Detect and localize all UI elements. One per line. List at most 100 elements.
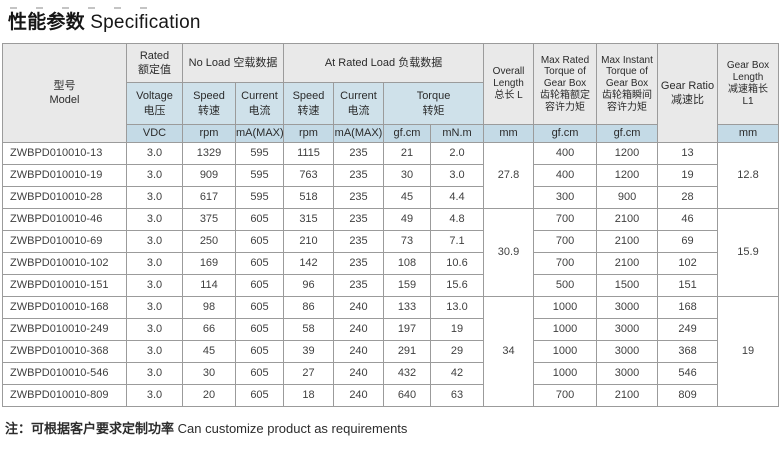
cell-torque-gfcm: 49: [383, 208, 431, 231]
page-title-en: Specification: [90, 12, 201, 33]
cell-rated-current: 235: [333, 230, 384, 253]
cell-gearbox-max-instant-torque: 2100: [596, 252, 659, 275]
cell-noload-current: 605: [235, 296, 284, 319]
cell-voltage: 3.0: [126, 362, 183, 385]
table-row: ZWBPD010010-46 3.0 375 605 315 235 49 4.8 30.9 70…: [2, 208, 780, 297]
cell-gear-ratio: 809: [657, 384, 719, 407]
cell-torque-gfcm: 30: [383, 164, 431, 187]
col-header-model: 型号 Model: [2, 43, 127, 143]
scan-crop-artifact: [10, 7, 150, 9]
cell-gearbox-max-rated-torque: 1000: [533, 318, 598, 341]
cell-gear-ratio: 151: [657, 274, 719, 297]
cell-noload-speed: 169: [182, 252, 236, 275]
cell-overall-length: 34: [483, 296, 535, 407]
cell-model: ZWBPD010010-151: [2, 274, 127, 297]
cell-gearbox-max-instant-torque: 3000: [596, 362, 659, 385]
col-header-max-instant-torque: Max Instant Torque of Gear Box 齿轮箱瞬间 容许力…: [596, 43, 659, 125]
cell-rated-current: 240: [333, 318, 384, 341]
cell-torque-mnm: 13.0: [429, 296, 485, 319]
col-header-voltage: Voltage 电压: [126, 82, 183, 125]
cell-noload-current: 595: [235, 142, 284, 165]
cell-gearbox-length: 19: [717, 296, 780, 407]
col-header-rated: Rated 额定值: [126, 43, 183, 83]
cell-rated-speed: 518: [283, 186, 334, 209]
cell-noload-speed: 66: [182, 318, 236, 341]
unit-torque-gfcm: gf.cm: [383, 124, 431, 143]
cell-voltage: 3.0: [126, 296, 183, 319]
cell-gearbox-max-instant-torque: 2100: [596, 208, 659, 231]
unit-overall-mm: mm: [483, 124, 535, 143]
cell-gear-ratio: 69: [657, 230, 719, 253]
cell-torque-mnm: 2.0: [429, 142, 485, 165]
unit-maxrated-gfcm: gf.cm: [533, 124, 598, 143]
cell-voltage: 3.0: [126, 252, 183, 275]
cell-torque-mnm: 4.4: [429, 186, 485, 209]
cell-torque-mnm: 4.8: [429, 208, 485, 231]
cell-model: ZWBPD010010-546: [2, 362, 127, 385]
cell-noload-speed: 375: [182, 208, 236, 231]
cell-voltage: 3.0: [126, 340, 183, 363]
cell-noload-current: 605: [235, 208, 284, 231]
cell-voltage: 3.0: [126, 274, 183, 297]
header-row-groups: 型号 Model Rated 额定值 No Load 空载数据 At Rated…: [2, 43, 780, 143]
cell-noload-current: 605: [235, 274, 284, 297]
cell-noload-speed: 1329: [182, 142, 236, 165]
cell-overall-length: 30.9: [483, 208, 535, 297]
cell-model: ZWBPD010010-19: [2, 164, 127, 187]
cell-torque-gfcm: 108: [383, 252, 431, 275]
unit-torque-mnm: mN.m: [429, 124, 485, 143]
cell-gearbox-max-rated-torque: 700: [533, 252, 598, 275]
col-header-torque: Torque 转矩: [382, 82, 485, 125]
cell-noload-speed: 909: [182, 164, 236, 187]
cell-noload-speed: 20: [182, 384, 236, 407]
cell-torque-mnm: 7.1: [429, 230, 485, 253]
cell-torque-gfcm: 291: [383, 340, 431, 363]
cell-model: ZWBPD010010-28: [2, 186, 127, 209]
table-row: ZWBPD010010-69 3.0 250 605 210 235 73 7.1 700 210…: [2, 230, 779, 253]
cell-gearbox-max-instant-torque: 2100: [596, 230, 659, 253]
table-row: ZWBPD010010-151 3.0 114 605 96 235 159 15.6 500 1…: [2, 274, 779, 297]
cell-gearbox-max-rated-torque: 700: [533, 208, 598, 231]
cell-torque-mnm: 3.0: [429, 164, 485, 187]
cell-gear-ratio: 168: [657, 296, 719, 319]
cell-gearbox-max-instant-torque: 3000: [596, 340, 659, 363]
cell-model: ZWBPD010010-13: [2, 142, 127, 165]
cell-torque-mnm: 63: [429, 384, 485, 407]
footnote-en: Can customize product as requirements: [177, 421, 408, 436]
cell-gearbox-max-rated-torque: 700: [533, 384, 598, 407]
table-row: ZWBPD010010-13 3.0 1329 595 1115 235 21 2.0 27.8…: [2, 142, 780, 209]
cell-torque-gfcm: 640: [383, 384, 431, 407]
cell-rated-current: 235: [333, 208, 384, 231]
cell-torque-gfcm: 73: [383, 230, 431, 253]
cell-noload-current: 605: [235, 318, 284, 341]
cell-gearbox-max-rated-torque: 1000: [533, 340, 598, 363]
cell-voltage: 3.0: [126, 384, 183, 407]
cell-rated-current: 240: [333, 384, 384, 407]
col-header-rated-speed: Speed 转速: [283, 82, 334, 125]
cell-rated-speed: 210: [283, 230, 334, 253]
footnote: 注：可根据客户要求定制功率 Can customize product as r…: [5, 418, 780, 437]
cell-gear-ratio: 546: [657, 362, 719, 385]
cell-torque-mnm: 10.6: [429, 252, 485, 275]
unit-gearbox-mm: mm: [717, 124, 780, 143]
cell-torque-mnm: 29: [429, 340, 485, 363]
cell-gearbox-max-rated-torque: 1000: [533, 362, 598, 385]
table-row: ZWBPD010010-546 3.0 30 605 27 240 432 42 1000 300…: [2, 362, 779, 385]
cell-torque-gfcm: 133: [383, 296, 431, 319]
cell-model: ZWBPD010010-809: [2, 384, 127, 407]
cell-rated-speed: 142: [283, 252, 334, 275]
page-title: 性能参数 Specification: [8, 7, 780, 34]
cell-noload-current: 605: [235, 252, 284, 275]
cell-noload-speed: 98: [182, 296, 236, 319]
cell-torque-mnm: 19: [429, 318, 485, 341]
cell-gearbox-max-instant-torque: 1500: [596, 274, 659, 297]
col-header-rated-current: Current 电流: [333, 82, 384, 125]
cell-gear-ratio: 46: [657, 208, 719, 231]
cell-gearbox-max-rated-torque: 300: [533, 186, 598, 209]
cell-rated-current: 240: [333, 296, 384, 319]
cell-rated-current: 235: [333, 164, 384, 187]
cell-gearbox-max-rated-torque: 500: [533, 274, 598, 297]
cell-gearbox-length: 15.9: [717, 208, 780, 297]
cell-torque-gfcm: 45: [383, 186, 431, 209]
table-row: ZWBPD010010-168 3.0 98 605 86 240 133 13.0 34 100…: [2, 296, 780, 407]
